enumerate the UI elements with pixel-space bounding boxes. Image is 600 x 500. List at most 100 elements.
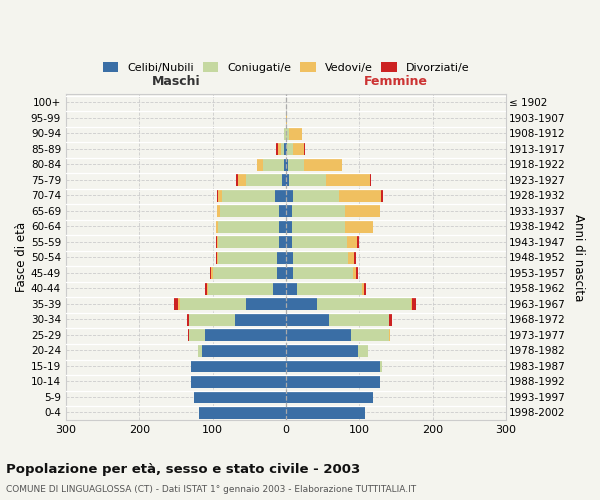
Bar bbox=[217, 236, 218, 248]
Bar bbox=[286, 204, 292, 217]
Bar bbox=[209, 266, 211, 279]
Bar bbox=[344, 204, 380, 217]
Bar bbox=[278, 220, 286, 232]
Text: Femmine: Femmine bbox=[364, 74, 428, 88]
Bar bbox=[286, 174, 289, 186]
Bar bbox=[358, 344, 368, 356]
Bar bbox=[284, 142, 286, 155]
Bar bbox=[304, 158, 343, 170]
Bar bbox=[292, 220, 344, 232]
Bar bbox=[245, 298, 286, 310]
Bar bbox=[292, 236, 347, 248]
Bar bbox=[198, 344, 202, 356]
Bar bbox=[199, 406, 286, 418]
Bar bbox=[179, 298, 245, 310]
Bar bbox=[205, 328, 286, 341]
Bar bbox=[286, 266, 293, 279]
Bar bbox=[212, 266, 277, 279]
Bar bbox=[278, 204, 286, 217]
Bar bbox=[207, 282, 208, 294]
Bar bbox=[286, 328, 350, 341]
Bar bbox=[350, 328, 389, 341]
Bar bbox=[273, 282, 286, 294]
Bar bbox=[235, 313, 286, 326]
Bar bbox=[289, 127, 302, 140]
Bar bbox=[380, 360, 382, 372]
Bar bbox=[286, 236, 292, 248]
Bar bbox=[175, 298, 178, 310]
Bar bbox=[286, 390, 373, 403]
Bar bbox=[286, 142, 287, 155]
Bar bbox=[218, 236, 278, 248]
Bar bbox=[304, 142, 305, 155]
Bar bbox=[349, 251, 354, 264]
Bar bbox=[286, 344, 358, 356]
Bar bbox=[245, 174, 282, 186]
Bar bbox=[202, 344, 286, 356]
Text: Popolazione per età, sesso e stato civile - 2003: Popolazione per età, sesso e stato civil… bbox=[6, 462, 360, 475]
Bar bbox=[189, 313, 235, 326]
Bar bbox=[292, 204, 344, 217]
Bar bbox=[286, 298, 317, 310]
Bar bbox=[287, 142, 293, 155]
Bar bbox=[278, 142, 281, 155]
Bar bbox=[286, 251, 293, 264]
Bar bbox=[189, 328, 205, 341]
Bar bbox=[215, 251, 217, 264]
Bar bbox=[286, 220, 292, 232]
Bar bbox=[286, 406, 365, 418]
Bar bbox=[293, 142, 304, 155]
Bar bbox=[275, 189, 286, 202]
Legend: Celibi/Nubili, Coniugati/e, Vedovi/e, Divorziati/e: Celibi/Nubili, Coniugati/e, Vedovi/e, Di… bbox=[98, 58, 473, 78]
Bar bbox=[218, 220, 278, 232]
Bar bbox=[347, 236, 357, 248]
Bar bbox=[286, 189, 293, 202]
Bar bbox=[389, 313, 392, 326]
Bar bbox=[217, 251, 218, 264]
Bar bbox=[277, 251, 286, 264]
Bar bbox=[263, 158, 284, 170]
Y-axis label: Anni di nascita: Anni di nascita bbox=[572, 214, 585, 301]
Bar bbox=[191, 375, 286, 388]
Bar bbox=[286, 282, 297, 294]
Bar bbox=[284, 158, 286, 170]
Bar bbox=[238, 174, 245, 186]
Bar bbox=[286, 158, 288, 170]
Bar bbox=[220, 204, 278, 217]
Bar bbox=[293, 251, 349, 264]
Bar bbox=[344, 220, 373, 232]
Bar bbox=[222, 189, 275, 202]
Bar bbox=[353, 266, 356, 279]
Bar bbox=[389, 328, 390, 341]
Bar bbox=[354, 251, 356, 264]
Bar bbox=[284, 127, 286, 140]
Bar bbox=[289, 174, 326, 186]
Bar bbox=[257, 158, 263, 170]
Bar bbox=[293, 189, 339, 202]
Bar bbox=[191, 360, 286, 372]
Bar bbox=[194, 390, 286, 403]
Bar bbox=[277, 142, 278, 155]
Bar bbox=[339, 189, 382, 202]
Text: Maschi: Maschi bbox=[152, 74, 200, 88]
Bar bbox=[286, 313, 329, 326]
Bar bbox=[282, 174, 286, 186]
Bar bbox=[277, 266, 286, 279]
Bar bbox=[211, 266, 212, 279]
Bar bbox=[286, 375, 380, 388]
Bar bbox=[286, 127, 289, 140]
Bar bbox=[326, 174, 370, 186]
Bar bbox=[356, 266, 358, 279]
Bar bbox=[205, 282, 207, 294]
Bar bbox=[217, 204, 220, 217]
Y-axis label: Fasce di età: Fasce di età bbox=[15, 222, 28, 292]
Bar bbox=[187, 313, 189, 326]
Bar bbox=[188, 328, 189, 341]
Bar bbox=[410, 298, 412, 310]
Bar bbox=[329, 313, 389, 326]
Bar bbox=[281, 142, 284, 155]
Bar bbox=[370, 174, 371, 186]
Bar bbox=[286, 360, 380, 372]
Bar bbox=[412, 298, 416, 310]
Bar bbox=[215, 220, 218, 232]
